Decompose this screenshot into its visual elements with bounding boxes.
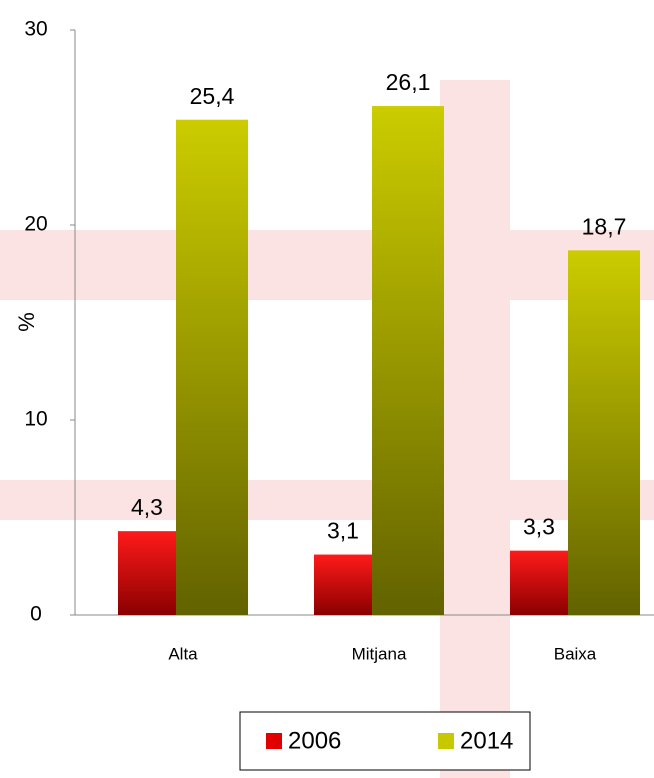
bar — [372, 106, 444, 616]
bar — [314, 554, 372, 615]
legend-label: 2014 — [460, 727, 513, 754]
x-tick-label: Mitjana — [352, 644, 407, 663]
value-label: 4,3 — [131, 494, 163, 520]
watermark — [0, 80, 654, 778]
legend — [239, 711, 531, 771]
y-tick-label: 10 — [24, 408, 47, 431]
legend-label: 2006 — [288, 727, 341, 754]
value-label: 26,1 — [386, 69, 431, 95]
value-label: 25,4 — [190, 83, 235, 109]
value-label: 18,7 — [582, 213, 627, 239]
bar — [118, 531, 176, 615]
y-tick-label: 30 — [24, 18, 47, 41]
legend-swatch — [438, 733, 454, 749]
value-label: 3,1 — [327, 518, 359, 544]
y-axis-label: % — [14, 312, 39, 332]
x-tick-label: Alta — [168, 644, 198, 663]
y-tick-label: 20 — [24, 213, 47, 236]
bar — [176, 119, 248, 615]
bar — [510, 550, 568, 615]
bar — [568, 250, 640, 615]
x-tick-label: Baixa — [554, 644, 597, 663]
value-label: 3,3 — [523, 514, 555, 540]
legend-swatch — [266, 733, 282, 749]
y-tick-label: 0 — [30, 603, 42, 626]
